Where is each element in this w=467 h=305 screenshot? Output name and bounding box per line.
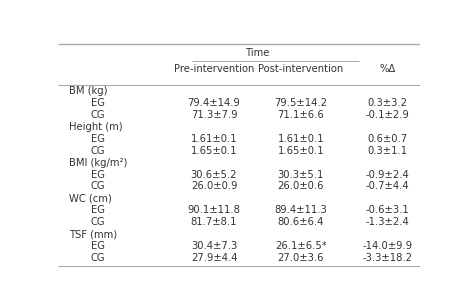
Text: Post-intervention: Post-intervention [258,64,344,74]
Text: Pre-intervention: Pre-intervention [174,64,254,74]
Text: 27.0±3.6: 27.0±3.6 [277,253,324,263]
Text: 71.3±7.9: 71.3±7.9 [191,110,237,120]
Text: BM (kg): BM (kg) [69,86,108,96]
Text: 79.5±14.2: 79.5±14.2 [275,98,327,108]
Text: 27.9±4.4: 27.9±4.4 [191,253,237,263]
Text: BMI (kg/m²): BMI (kg/m²) [69,158,127,168]
Text: CG: CG [91,253,106,263]
Text: 1.61±0.1: 1.61±0.1 [191,134,237,144]
Text: 0.3±3.2: 0.3±3.2 [368,98,408,108]
Text: CG: CG [91,181,106,192]
Text: 79.4±14.9: 79.4±14.9 [188,98,241,108]
Text: -0.6±3.1: -0.6±3.1 [366,205,410,215]
Text: %Δ: %Δ [380,64,396,74]
Text: 1.65±0.1: 1.65±0.1 [191,146,237,156]
Text: 81.7±8.1: 81.7±8.1 [191,217,237,227]
Text: EG: EG [91,241,105,251]
Text: 71.1±6.6: 71.1±6.6 [277,110,324,120]
Text: Height (m): Height (m) [69,122,123,132]
Text: Time: Time [245,48,269,58]
Text: 90.1±11.8: 90.1±11.8 [188,205,241,215]
Text: 0.6±0.7: 0.6±0.7 [368,134,408,144]
Text: 26.1±6.5*: 26.1±6.5* [275,241,327,251]
Text: CG: CG [91,217,106,227]
Text: 0.3±1.1: 0.3±1.1 [368,146,408,156]
Text: -0.1±2.9: -0.1±2.9 [366,110,410,120]
Text: EG: EG [91,98,105,108]
Text: 89.4±11.3: 89.4±11.3 [275,205,327,215]
Text: 30.3±5.1: 30.3±5.1 [278,170,324,180]
Text: -0.7±4.4: -0.7±4.4 [366,181,410,192]
Text: 80.6±6.4: 80.6±6.4 [278,217,324,227]
Text: EG: EG [91,170,105,180]
Text: 30.6±5.2: 30.6±5.2 [191,170,237,180]
Text: CG: CG [91,146,106,156]
Text: -1.3±2.4: -1.3±2.4 [366,217,410,227]
Text: 26.0±0.6: 26.0±0.6 [277,181,324,192]
Text: -3.3±18.2: -3.3±18.2 [363,253,413,263]
Text: -0.9±2.4: -0.9±2.4 [366,170,410,180]
Text: 1.61±0.1: 1.61±0.1 [277,134,324,144]
Text: 30.4±7.3: 30.4±7.3 [191,241,237,251]
Text: TSF (mm): TSF (mm) [69,229,117,239]
Text: WC (cm): WC (cm) [69,193,112,203]
Text: -14.0±9.9: -14.0±9.9 [363,241,413,251]
Text: CG: CG [91,110,106,120]
Text: EG: EG [91,134,105,144]
Text: 1.65±0.1: 1.65±0.1 [277,146,324,156]
Text: EG: EG [91,205,105,215]
Text: 26.0±0.9: 26.0±0.9 [191,181,237,192]
